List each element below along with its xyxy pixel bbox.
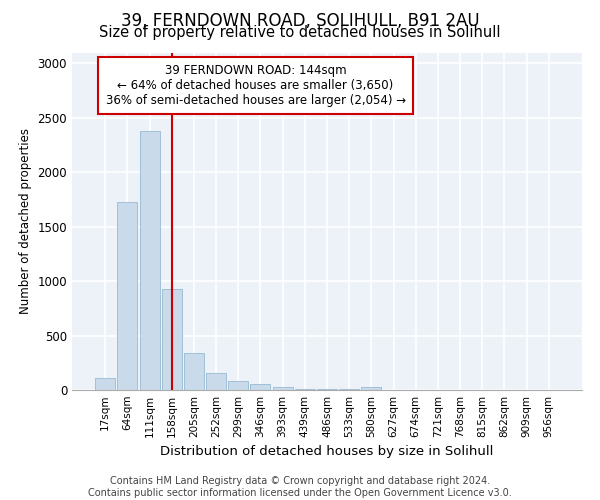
- Text: 39, FERNDOWN ROAD, SOLIHULL, B91 2AU: 39, FERNDOWN ROAD, SOLIHULL, B91 2AU: [121, 12, 479, 30]
- Y-axis label: Number of detached properties: Number of detached properties: [19, 128, 32, 314]
- Bar: [361, 386, 382, 390]
- X-axis label: Distribution of detached houses by size in Solihull: Distribution of detached houses by size …: [160, 446, 494, 458]
- Bar: [184, 353, 204, 390]
- Bar: [118, 202, 137, 390]
- Text: 39 FERNDOWN ROAD: 144sqm
← 64% of detached houses are smaller (3,650)
36% of sem: 39 FERNDOWN ROAD: 144sqm ← 64% of detach…: [106, 64, 406, 108]
- Text: Contains HM Land Registry data © Crown copyright and database right 2024.
Contai: Contains HM Land Registry data © Crown c…: [88, 476, 512, 498]
- Bar: [140, 132, 160, 390]
- Bar: [228, 382, 248, 390]
- Bar: [162, 289, 182, 390]
- Text: Size of property relative to detached houses in Solihull: Size of property relative to detached ho…: [99, 25, 501, 40]
- Bar: [206, 373, 226, 390]
- Bar: [250, 384, 271, 390]
- Bar: [95, 378, 115, 390]
- Bar: [272, 386, 293, 390]
